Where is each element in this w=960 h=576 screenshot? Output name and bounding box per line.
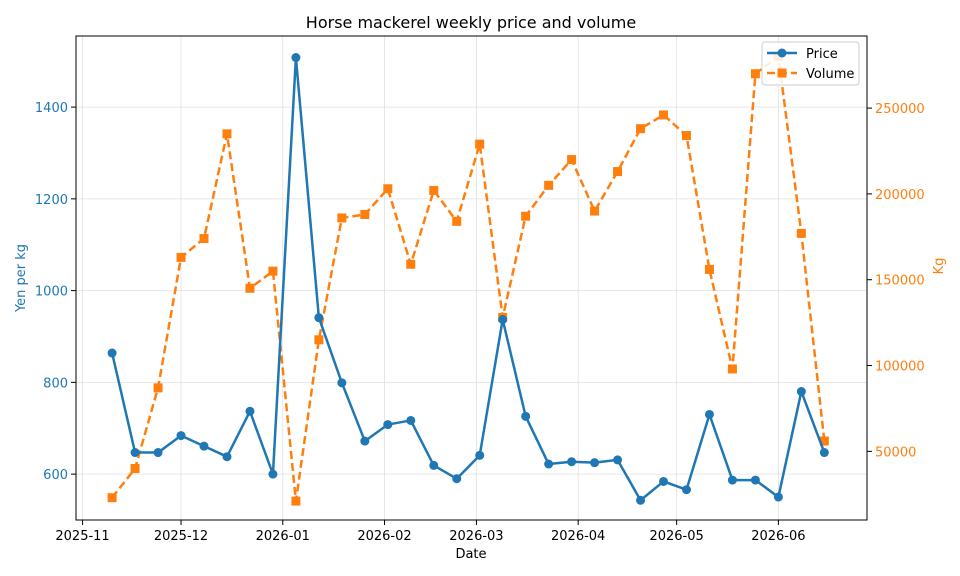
x-axis: 2025-11 2025-12 2026-01 2026-02 2026-03 2026-… xyxy=(55,520,806,544)
y-axis-left: 600 800 1000 1200 1400 xyxy=(35,101,76,483)
volume-point xyxy=(107,493,117,503)
volume-point xyxy=(750,69,760,79)
volume-point xyxy=(314,335,324,345)
price-point xyxy=(567,457,577,467)
volume-point xyxy=(636,124,646,134)
y-right-tick-label: 100000 xyxy=(875,360,925,375)
price-point xyxy=(819,448,829,458)
y-left-tick-label: 1000 xyxy=(35,285,68,300)
price-point xyxy=(245,406,255,416)
price-point xyxy=(773,492,783,502)
volume-point xyxy=(567,155,577,165)
legend-price-label: Price xyxy=(806,47,838,62)
y-right-tick-label: 50000 xyxy=(875,445,916,460)
price-point xyxy=(406,415,416,425)
volume-point xyxy=(681,131,691,141)
price-point xyxy=(681,485,691,495)
price-point xyxy=(544,459,554,469)
y-left-tick-label: 800 xyxy=(43,376,68,391)
x-tick-label: 2026-04 xyxy=(551,529,605,544)
price-point xyxy=(704,409,714,419)
x-tick-label: 2025-11 xyxy=(55,529,109,544)
volume-point xyxy=(337,213,347,223)
volume-point xyxy=(704,264,714,274)
price-point xyxy=(107,348,117,358)
volume-point xyxy=(521,211,531,221)
price-point xyxy=(176,431,186,441)
y-axis-right-label: Kg xyxy=(932,258,947,275)
x-tick-label: 2026-05 xyxy=(649,529,703,544)
grid xyxy=(76,36,867,520)
legend-volume-marker xyxy=(777,68,787,78)
volume-point xyxy=(360,209,370,219)
volume-point xyxy=(819,436,829,446)
y-right-tick-label: 250000 xyxy=(875,102,925,117)
volume-point xyxy=(613,167,623,177)
y-axis-right: 50000 100000 150000 200000 250000 xyxy=(867,102,925,460)
volume-point xyxy=(199,234,209,244)
price-point xyxy=(750,475,760,485)
price-point xyxy=(452,474,462,484)
volume-point xyxy=(176,252,186,262)
volume-point xyxy=(590,206,600,216)
volume-point xyxy=(475,139,485,149)
y-left-tick-label: 1400 xyxy=(35,101,68,116)
price-point xyxy=(222,452,232,462)
price-point xyxy=(383,420,393,430)
volume-line xyxy=(111,55,826,503)
price-point xyxy=(475,450,485,460)
price-point xyxy=(636,495,646,505)
volume-point xyxy=(544,180,554,190)
price-point xyxy=(291,53,301,63)
price-point xyxy=(153,448,163,458)
x-tick-label: 2025-12 xyxy=(154,529,208,544)
legend-volume-label: Volume xyxy=(806,67,854,82)
price-point xyxy=(613,455,623,465)
volume-point xyxy=(727,364,737,374)
plot-frame xyxy=(75,35,868,521)
x-axis-label: Date xyxy=(455,547,486,562)
series-volume xyxy=(107,52,829,506)
price-point xyxy=(314,313,324,323)
price-line xyxy=(110,56,826,502)
series-price xyxy=(107,53,829,505)
y-right-tick-label: 200000 xyxy=(875,188,925,203)
volume-point xyxy=(268,266,278,276)
volume-point xyxy=(245,283,255,293)
volume-point xyxy=(153,383,163,393)
volume-point xyxy=(406,259,416,269)
legend-price-marker xyxy=(777,48,787,58)
x-tick-label: 2026-02 xyxy=(357,529,411,544)
price-point xyxy=(268,469,278,479)
price-point xyxy=(498,315,508,325)
y-right-tick-label: 150000 xyxy=(875,274,925,289)
x-tick-label: 2026-03 xyxy=(449,529,503,544)
x-tick-label: 2026-01 xyxy=(256,529,310,544)
price-point xyxy=(337,378,347,388)
price-point xyxy=(429,460,439,470)
volume-point xyxy=(222,129,232,139)
price-point xyxy=(521,411,531,421)
volume-point xyxy=(291,496,301,506)
price-point xyxy=(659,476,669,486)
volume-point xyxy=(796,228,806,238)
price-point xyxy=(590,458,600,468)
price-point xyxy=(199,441,209,451)
price-point xyxy=(130,448,140,458)
volume-point xyxy=(452,216,462,226)
price-point xyxy=(360,436,370,446)
y-left-tick-label: 1200 xyxy=(35,193,68,208)
volume-point xyxy=(130,464,140,474)
price-point xyxy=(796,387,806,397)
price-point xyxy=(727,475,737,485)
volume-point xyxy=(659,110,669,120)
chart-title: Horse mackerel weekly price and volume xyxy=(306,13,636,32)
y-left-tick-label: 600 xyxy=(43,468,68,483)
volume-point xyxy=(429,185,439,195)
y-axis-left-label: Yen per kg xyxy=(14,244,29,313)
legend: Price Volume xyxy=(761,41,860,86)
x-tick-label: 2026-06 xyxy=(751,529,805,544)
volume-point xyxy=(383,184,393,194)
